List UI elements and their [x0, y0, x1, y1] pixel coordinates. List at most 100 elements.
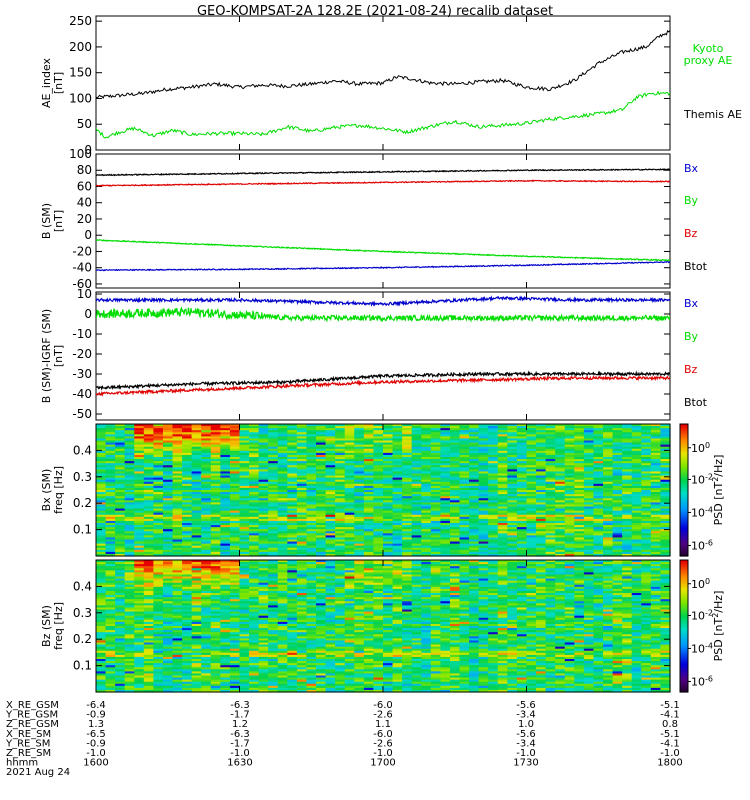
spectrogram-cell	[143, 516, 154, 520]
spectrogram-cell	[268, 535, 279, 539]
spectrogram-cell	[392, 553, 403, 557]
spectrogram-cell	[335, 549, 346, 553]
spectrogram-cell	[172, 613, 183, 617]
spectrogram-cell	[143, 576, 154, 580]
spectrogram-cell	[182, 687, 193, 691]
spectrogram-cell	[325, 432, 336, 435]
spectrogram-cell	[306, 432, 317, 435]
spectrogram-cell	[172, 671, 183, 675]
spectrogram-cell	[134, 467, 145, 470]
spectrogram-cell	[172, 483, 183, 487]
spectrogram-cell	[335, 533, 346, 536]
spectrogram-cell	[344, 533, 355, 536]
spectrogram-cell	[488, 481, 499, 485]
spectrogram-cell	[325, 502, 336, 506]
spectrogram-cell	[124, 634, 135, 637]
spectrogram-cell	[105, 566, 116, 569]
spectrogram-cell	[162, 543, 174, 547]
spectrogram-cell	[593, 465, 604, 468]
spectrogram-cell	[191, 648, 202, 652]
spectrogram-cell	[507, 543, 518, 547]
spectrogram-cell	[603, 535, 614, 539]
spectrogram-cell	[229, 545, 241, 549]
spectrogram-cell	[516, 448, 528, 452]
spectrogram-cell	[631, 436, 642, 440]
spectrogram-cell	[459, 531, 470, 534]
spectrogram-cell	[411, 533, 422, 536]
spectrogram-cell	[536, 506, 547, 510]
spectrogram-cell	[96, 621, 107, 625]
spectrogram-cell	[249, 457, 260, 460]
spectrogram-cell	[478, 525, 489, 528]
spectrogram-cell	[335, 551, 346, 555]
spectrogram-cell	[134, 539, 145, 543]
ylabel: Bx (SM)	[40, 469, 53, 512]
spectrogram-cell	[373, 551, 384, 555]
spectrogram-cell	[564, 512, 575, 516]
spectrogram-cell	[488, 446, 499, 450]
spectrogram-cell	[115, 566, 126, 569]
ytick-label: 0.1	[73, 523, 92, 537]
spectrogram-cell	[622, 454, 633, 458]
spectrogram-cell	[172, 689, 183, 693]
spectrogram-cell	[239, 479, 250, 483]
spectrogram-cell	[526, 424, 537, 427]
spectrogram-cell	[258, 442, 269, 446]
spectrogram-cell	[134, 500, 145, 503]
spectrogram-cell	[459, 533, 470, 536]
colorbar-tick-label: 10-2	[691, 472, 713, 486]
spectrogram-cell	[162, 545, 174, 549]
spectrogram-cell	[287, 448, 298, 452]
spectrogram-cell	[105, 531, 116, 534]
spectrogram-cell	[536, 436, 547, 440]
spectrogram-cell	[191, 510, 202, 514]
spectrogram-cell	[229, 428, 241, 431]
spectrogram-cell	[354, 483, 365, 487]
spectrogram-cell	[335, 461, 346, 464]
spectrogram-cell	[411, 494, 422, 497]
spectrogram-cell	[392, 424, 403, 427]
spectrogram-cell	[536, 457, 547, 460]
spectrogram-cell	[335, 483, 346, 487]
spectrogram-cell	[363, 529, 375, 532]
spectrogram-cell	[603, 485, 614, 489]
spectrogram-cell	[363, 440, 375, 444]
spectrogram-cell	[201, 611, 212, 615]
spectrogram-cell	[583, 438, 595, 442]
spectrogram-cell	[201, 642, 212, 646]
spectrogram-cell	[229, 601, 241, 604]
spectrogram-cell	[497, 452, 508, 456]
spectrogram-cell	[392, 492, 403, 495]
spectrogram-cell	[641, 494, 652, 497]
spectrogram-cell	[124, 510, 135, 514]
spectrogram-cell	[182, 465, 193, 468]
spectrogram-cell	[526, 461, 537, 464]
spectrogram-cell	[641, 481, 652, 485]
spectrogram-cell	[220, 644, 231, 648]
spectrogram-cell	[115, 490, 126, 493]
spectrogram-cell	[96, 454, 107, 458]
spectrogram-cell	[660, 430, 671, 433]
spectrogram-cell	[545, 459, 556, 462]
spectrogram-cell	[220, 481, 231, 485]
spectrogram-cell	[593, 454, 604, 458]
spectrogram-cell	[574, 459, 585, 462]
colorbar-cell	[680, 454, 688, 458]
spectrogram-cell	[143, 615, 154, 619]
spectrogram-cell	[115, 578, 126, 582]
spectrogram-cell	[268, 537, 279, 541]
spectrogram-cell	[545, 436, 556, 440]
spectrogram-cell	[191, 615, 202, 619]
spectrogram-cell	[449, 432, 461, 435]
spectrogram-cell	[383, 527, 394, 530]
spectrogram-cell	[363, 535, 375, 539]
spectrogram-cell	[402, 545, 413, 549]
spectrogram-cell	[316, 477, 327, 481]
spectrogram-cell	[124, 656, 135, 660]
spectrogram-cell	[469, 551, 480, 555]
spectrogram-cell	[316, 430, 327, 433]
spectrogram-cell	[344, 541, 355, 545]
spectrogram-cell	[172, 669, 183, 672]
spectrogram-cell	[402, 512, 413, 516]
spectrogram-cell	[229, 465, 241, 468]
